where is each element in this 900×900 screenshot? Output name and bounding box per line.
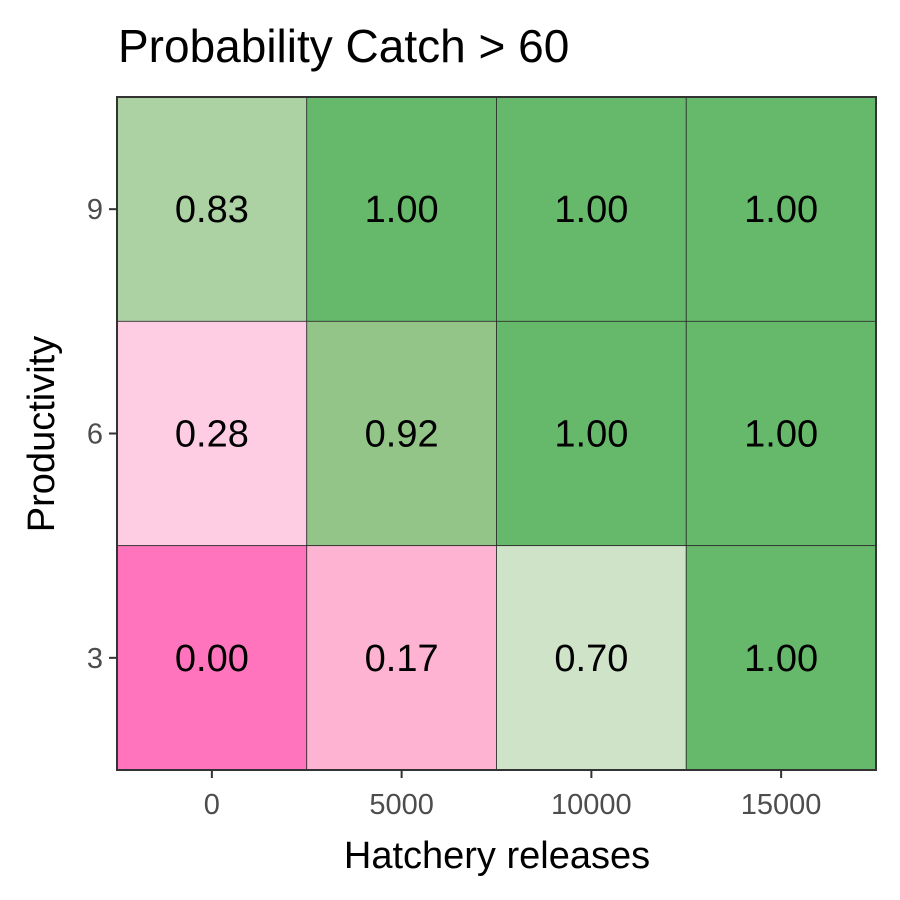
heatmap-cell <box>116 96 308 322</box>
heatmap-cells: 0.83 1.00 1.00 1.00 0.28 0.92 1.00 1.00 0.00 0.17… <box>116 96 877 771</box>
cell-value-label: 0.28 <box>175 414 249 456</box>
x-tick-label: 0 <box>204 789 220 821</box>
y-tick-label: 3 <box>87 643 103 675</box>
cell-value-label: 1.00 <box>554 189 628 231</box>
heatmap-cell <box>685 96 877 322</box>
cell-value-label: 1.00 <box>744 414 818 456</box>
x-tick-label: 5000 <box>369 789 434 821</box>
heatmap-cell <box>306 320 497 547</box>
y-axis: 3 6 9 <box>87 194 117 675</box>
cell-value-label: 0.83 <box>175 189 249 231</box>
chart-title: Probability Catch > 60 <box>118 20 569 72</box>
x-tick-label: 10000 <box>551 789 632 821</box>
heatmap-cell <box>306 545 497 771</box>
cell-value-label: 1.00 <box>554 414 628 456</box>
cell-value-label: 1.00 <box>744 638 818 680</box>
cell-value-label: 0.00 <box>175 638 249 680</box>
cell-value-label: 1.00 <box>365 189 439 231</box>
heatmap-cell <box>685 545 877 771</box>
y-axis-title: Productivity <box>21 336 63 532</box>
cell-value-label: 0.70 <box>554 638 628 680</box>
heatmap-cell <box>116 320 308 547</box>
x-axis-title: Hatchery releases <box>344 835 650 877</box>
x-axis: 0 5000 10000 15000 <box>204 770 822 821</box>
y-tick-label: 9 <box>87 194 103 226</box>
y-tick-label: 6 <box>87 419 103 451</box>
cell-value-label: 0.17 <box>365 638 439 680</box>
cell-value-label: 0.92 <box>365 414 439 456</box>
heatmap-cell <box>496 320 687 547</box>
heatmap-cell <box>685 320 877 547</box>
heatmap-cell <box>306 96 497 322</box>
x-tick-label: 15000 <box>741 789 822 821</box>
cell-value-label: 1.00 <box>744 189 818 231</box>
